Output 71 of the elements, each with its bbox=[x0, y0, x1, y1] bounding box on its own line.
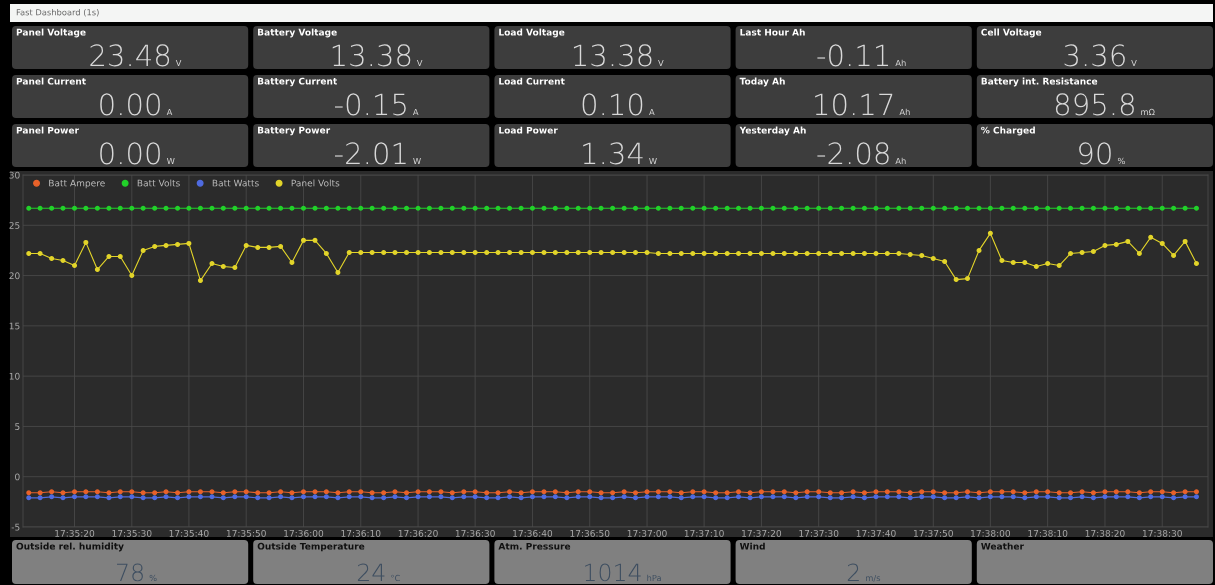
y-tick-label: 25 bbox=[9, 222, 20, 229]
text: 90 % bbox=[1079, 142, 1125, 165]
y-tick-label: 0 bbox=[15, 473, 20, 481]
y-tick-label: 15 bbox=[9, 322, 20, 330]
text: 23.48 V bbox=[90, 44, 182, 67]
text: 24 °C bbox=[357, 563, 400, 582]
category-label: Wind bbox=[739, 542, 765, 550]
text: 10.17 Ah bbox=[815, 93, 910, 116]
text: 13.38 V bbox=[573, 44, 664, 67]
category-label: Load Power bbox=[499, 126, 558, 134]
legend-label: Batt Volts bbox=[137, 179, 180, 187]
legend-label: Panel Volts bbox=[291, 179, 340, 187]
legend-label: Batt Ampere bbox=[49, 179, 105, 189]
text: 0.00 A bbox=[100, 93, 173, 116]
x-tick-label: 17:37:10 bbox=[684, 529, 724, 537]
x-tick-label: 17:36:30 bbox=[455, 529, 495, 537]
x-tick-label: 17:36:50 bbox=[570, 529, 610, 537]
text: 3.36 V bbox=[1064, 44, 1137, 67]
y-tick-label: 5 bbox=[15, 423, 20, 430]
x-tick-label: 17:38:30 bbox=[1142, 529, 1182, 537]
text: 0.10 A bbox=[582, 93, 655, 116]
x-tick-label: 17:35:40 bbox=[169, 529, 209, 537]
x-tick-label: 17:36:10 bbox=[341, 529, 381, 537]
category-label: Last Hour Ah bbox=[740, 28, 805, 36]
y-tick-label: 10 bbox=[9, 372, 20, 380]
text: -2.08 Ah bbox=[817, 142, 906, 165]
category-label: Panel Voltage bbox=[16, 28, 86, 38]
x-tick-label: 17:36:40 bbox=[513, 529, 553, 537]
text: 13.38 V bbox=[332, 44, 423, 67]
category-label: Outside Temperature bbox=[257, 542, 365, 552]
x-tick-label: 17:38:00 bbox=[971, 529, 1011, 537]
y-tick-label: 30 bbox=[9, 171, 20, 179]
legend-label: Batt Watts bbox=[212, 179, 259, 187]
x-tick-label: 17:35:20 bbox=[55, 529, 95, 537]
y-tick-label: -5 bbox=[11, 523, 20, 531]
category-label: Today Ah bbox=[739, 77, 785, 87]
category-label: Load Current bbox=[499, 77, 565, 85]
category-label: Weather bbox=[981, 542, 1024, 550]
category-label: Battery Voltage bbox=[258, 28, 337, 38]
x-tick-label: 17:37:00 bbox=[627, 529, 667, 537]
category-label: Outside rel. humidity bbox=[16, 542, 124, 552]
x-tick-label: 17:35:30 bbox=[112, 529, 152, 537]
y-tick-label: 20 bbox=[9, 272, 20, 280]
text: -2.01 W bbox=[334, 142, 421, 165]
x-tick-label: 17:38:10 bbox=[1028, 529, 1068, 537]
category-label: Atm. Pressure bbox=[498, 542, 571, 550]
category-label: Load Voltage bbox=[499, 28, 565, 38]
x-tick-label: 17:38:20 bbox=[1085, 529, 1125, 537]
category-label: Battery Power bbox=[258, 126, 331, 136]
category-label: Panel Power bbox=[16, 126, 79, 134]
text: -0.15 A bbox=[334, 93, 419, 116]
x-tick-label: 17:37:50 bbox=[914, 529, 953, 537]
x-tick-label: 17:37:20 bbox=[742, 529, 782, 537]
category-label: Battery int. Resistance bbox=[981, 77, 1098, 87]
text: Fast Dashboard (1s) bbox=[16, 8, 99, 17]
x-tick-label: 17:36:20 bbox=[398, 529, 438, 537]
category-label: Yesterday Ah bbox=[739, 126, 806, 136]
category-label: Cell Voltage bbox=[981, 28, 1042, 38]
category-label: Battery Current bbox=[258, 77, 338, 87]
text: 895.8 mΩ bbox=[1055, 93, 1155, 116]
text: 78 % bbox=[117, 563, 157, 582]
x-tick-label: 17:37:30 bbox=[799, 529, 839, 537]
x-tick-label: 17:36:00 bbox=[284, 529, 324, 537]
text: 1.34 W bbox=[583, 142, 657, 165]
text: -0.11 Ah bbox=[817, 44, 906, 67]
x-tick-label: 17:35:50 bbox=[226, 529, 266, 537]
category-label: % Charged bbox=[981, 126, 1035, 136]
category-label: Panel Current bbox=[16, 77, 86, 85]
x-tick-label: 17:37:40 bbox=[856, 529, 896, 537]
text: 0.00 W bbox=[100, 142, 175, 165]
text: 2 m/s bbox=[847, 563, 881, 582]
